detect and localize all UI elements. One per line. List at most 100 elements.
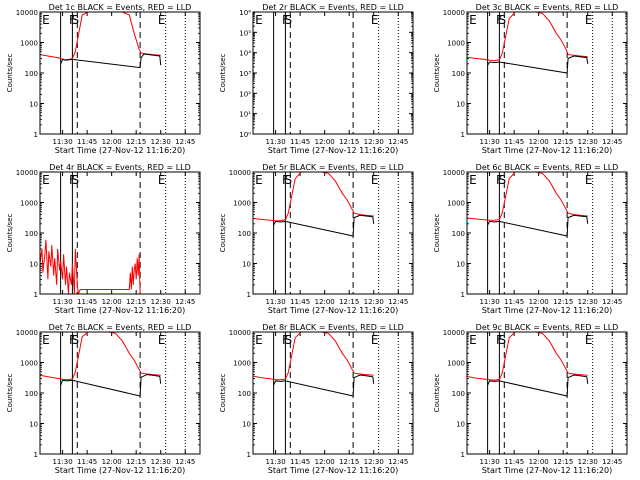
event-marker-label: F	[496, 13, 503, 27]
x-tick-label: 12:30	[578, 458, 598, 466]
x-tick-label: 12:15	[339, 458, 359, 466]
panel-det-5: 1 10 100 1000 10000 11:30 11:45 12:00 12:15 12:30…	[219, 163, 414, 315]
x-tick-label: 12:15	[339, 298, 359, 306]
y-tick-label: 100	[452, 390, 465, 398]
y-tick-label: 1000	[233, 200, 251, 208]
x-tick-label: 12:15	[339, 138, 359, 146]
y-tick-label: 100	[238, 390, 251, 398]
y-tick-label: 1000	[233, 360, 251, 368]
event-marker-label: S	[285, 333, 293, 347]
y-axis-label: Counts/sec	[219, 374, 227, 413]
event-marker-label: F	[69, 333, 76, 347]
x-tick-label: 12:30	[578, 298, 598, 306]
y-tick-label: 10000	[16, 9, 38, 17]
y-tick-label: 1	[34, 291, 38, 299]
x-tick-label: 12:45	[602, 298, 622, 306]
series-line-lld	[467, 332, 588, 381]
series-line-events	[60, 53, 162, 69]
x-tick-label: 12:45	[175, 298, 195, 306]
y-tick-label: 1000	[447, 40, 465, 48]
x-axis-label: Start Time (27-Nov-12 11:16:20)	[268, 306, 398, 315]
event-marker-label: S	[72, 173, 80, 187]
event-marker-label: E	[469, 173, 477, 187]
y-tick-label: 10	[456, 101, 465, 109]
y-tick-label: 10000	[16, 169, 38, 177]
y-tick-label: 100	[238, 230, 251, 238]
x-tick-label: 12:45	[388, 298, 408, 306]
y-axis-label: Counts/sec	[6, 214, 14, 253]
y-axis-label: Counts/sec	[433, 214, 441, 253]
x-tick-label: 11:45	[290, 458, 310, 466]
series-line-events	[487, 55, 589, 74]
event-marker-label: S	[499, 13, 507, 27]
event-marker-label: E	[371, 13, 379, 27]
plot-frame	[466, 331, 628, 455]
plot-area	[273, 12, 399, 134]
x-tick-label: 12:00	[315, 298, 335, 306]
y-tick-label: 10000	[16, 329, 38, 337]
series-line-events	[60, 374, 162, 397]
x-axis-label: Start Time (27-Nov-12 11:16:20)	[55, 146, 185, 155]
y-tick-label: 10	[456, 261, 465, 269]
x-axis-label: Start Time (27-Nov-12 11:16:20)	[482, 146, 612, 155]
event-marker-label: S	[72, 333, 80, 347]
series-line-lld	[467, 12, 588, 62]
panel-det-6: 1 10 100 1000 10000 11:30 11:45 12:00 12:15 12:30…	[433, 163, 628, 315]
x-tick-label: 12:00	[102, 138, 122, 146]
y-tick-label: 10	[242, 261, 251, 269]
y-axis-label: Counts/sec	[219, 54, 227, 93]
y-tick-label: 100	[452, 70, 465, 78]
panel-det-1: 1 10 100 1000 10000 11:30 11:45 12:00 12:15 12:30…	[6, 3, 201, 155]
plot-frame	[39, 171, 201, 295]
y-tick-label: 1	[34, 451, 38, 459]
x-tick-label: 11:45	[290, 298, 310, 306]
event-marker-label: E	[42, 333, 50, 347]
y-axis-label: Counts/sec	[219, 214, 227, 253]
plot-area	[40, 332, 186, 454]
event-marker-label: E	[585, 173, 593, 187]
x-tick-label: 12:45	[388, 138, 408, 146]
y-tick-label: 10³	[239, 70, 251, 78]
series-line-events	[273, 214, 375, 237]
event-marker-label: E	[585, 13, 593, 27]
y-tick-label: 1000	[20, 200, 38, 208]
y-tick-label: 10¹	[239, 111, 251, 119]
chart-title: Det 3c BLACK = Events, RED = LLD	[476, 3, 619, 12]
x-tick-label: 12:00	[315, 458, 335, 466]
event-marker-label: F	[282, 13, 289, 27]
x-tick-label: 12:00	[529, 298, 549, 306]
event-marker-label: E	[255, 333, 263, 347]
x-tick-label: 11:45	[504, 138, 524, 146]
interval-box	[60, 12, 73, 134]
y-tick-label: 10	[29, 261, 38, 269]
y-tick-label: 10000	[443, 9, 465, 17]
y-tick-label: 1	[461, 451, 465, 459]
y-tick-label: 10⁶	[239, 9, 251, 17]
y-tick-label: 100	[25, 70, 38, 78]
y-axis-label: Counts/sec	[6, 54, 14, 93]
x-tick-label: 12:15	[126, 298, 146, 306]
series-line-events	[273, 374, 375, 397]
plot-frame	[252, 331, 414, 455]
interval-box	[487, 172, 500, 294]
x-tick-label: 12:00	[102, 298, 122, 306]
panel-det-7: 1 10 100 1000 10000 11:30 11:45 12:00 12:15 12:30…	[6, 323, 201, 475]
interval-box	[273, 332, 286, 454]
plot-area	[253, 172, 399, 294]
x-tick-label: 12:30	[364, 138, 384, 146]
series-line-lld	[40, 332, 161, 381]
event-marker-label: S	[285, 13, 293, 27]
panel-det-8: 1 10 100 1000 10000 11:30 11:45 12:00 12:15 12:30…	[219, 323, 414, 475]
y-tick-label: 10000	[229, 169, 251, 177]
interval-box	[60, 332, 73, 454]
x-axis-label: Start Time (27-Nov-12 11:16:20)	[482, 466, 612, 475]
y-tick-label: 10⁰	[239, 131, 251, 139]
x-tick-label: 11:30	[52, 138, 72, 146]
y-tick-label: 10	[29, 421, 38, 429]
y-tick-label: 1000	[20, 40, 38, 48]
y-tick-label: 1000	[447, 360, 465, 368]
event-marker-label: E	[255, 13, 263, 27]
interval-box	[60, 172, 73, 294]
y-tick-label: 10	[29, 101, 38, 109]
